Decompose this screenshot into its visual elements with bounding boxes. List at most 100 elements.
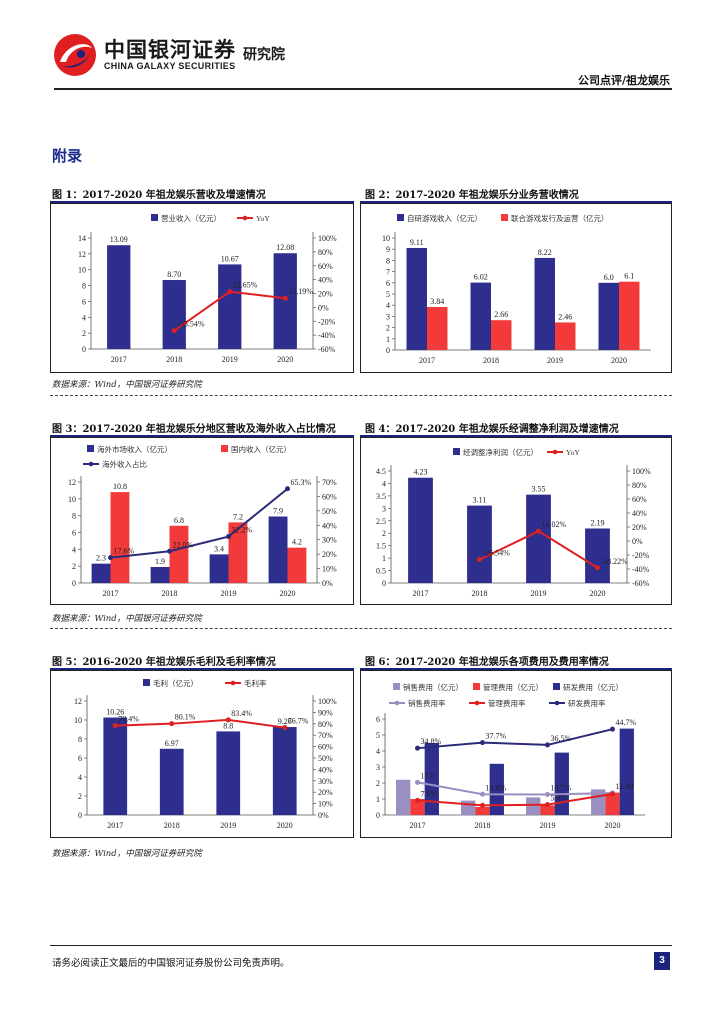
- right-tick-label: 40%: [632, 509, 647, 518]
- right-tick-label: 0%: [322, 579, 333, 588]
- right-tick-label: 10%: [318, 800, 333, 809]
- right-tick-label: 30%: [318, 777, 333, 786]
- legend-label: 研发费用（亿元）: [563, 682, 623, 692]
- x-category-label: 2017: [413, 589, 429, 598]
- legend-label: YoY: [256, 214, 270, 223]
- legend-marker: [394, 700, 400, 706]
- right-tick-label: 70%: [318, 731, 333, 740]
- right-tick-label: 40%: [318, 276, 333, 285]
- legend-swatch: [553, 683, 560, 690]
- left-tick-label: 4: [82, 313, 86, 322]
- left-tick-label: 1: [382, 554, 386, 563]
- x-category-label: 2018: [162, 589, 178, 598]
- right-tick-label: 20%: [318, 788, 333, 797]
- bar-value-label: 7.9: [273, 507, 283, 516]
- legend-label: 联合游戏发行及运营（亿元）: [511, 213, 609, 223]
- bar-value-label: 8.70: [167, 270, 181, 279]
- source-note-row3: 数据来源：Wind，中国银河证券研究院: [52, 849, 202, 859]
- left-tick-label: 0: [382, 579, 386, 588]
- left-tick-label: 2: [386, 324, 390, 333]
- bar-fig3-s0: [268, 516, 288, 583]
- bar-fig6-s0: [526, 797, 541, 815]
- legend-marker: [88, 461, 94, 467]
- legend-swatch: [87, 445, 94, 452]
- bar-value-label: 4.23: [414, 468, 428, 477]
- x-category-label: 2020: [611, 356, 627, 365]
- x-category-label: 2019: [222, 355, 238, 364]
- divider-row1: [50, 395, 672, 396]
- line-value-label: 78.4%: [118, 715, 139, 724]
- left-tick-label: 4: [386, 301, 390, 310]
- figure-2-chart-frame: 0 1 2 3 4 5 6 7 8 9 10 2017 2018 2019 2020 9.11 6.02 8.22…: [360, 203, 672, 373]
- right-tick-label: 10%: [322, 565, 337, 574]
- divider-row2: [50, 628, 672, 629]
- figure-5-title-rule: [50, 668, 354, 670]
- figure-1-title: 图 1：2017-2020 年祖龙娱乐营收及增速情况: [52, 190, 266, 201]
- legend-swatch: [393, 683, 400, 690]
- legend-swatch: [453, 448, 460, 455]
- line-point: [282, 295, 288, 301]
- right-tick-label: -60%: [632, 579, 650, 588]
- line-point: [169, 721, 175, 727]
- x-category-label: 2018: [472, 589, 488, 598]
- left-tick-label: 8: [78, 735, 82, 744]
- bar-fig6-s1: [540, 805, 555, 815]
- bar-fig5-s0: [216, 731, 241, 815]
- line-point: [477, 557, 482, 563]
- line-value-label: 80.1%: [175, 713, 196, 722]
- x-category-label: 2018: [483, 356, 499, 365]
- left-tick-label: 5: [386, 290, 390, 299]
- bar-value-label: 3.4: [214, 544, 224, 553]
- left-tick-label: 0: [376, 811, 380, 820]
- bar-fig3-s1: [169, 525, 189, 583]
- line-point: [480, 802, 485, 808]
- figure-3-title-rule: [50, 435, 354, 437]
- bar-fig6-s1: [410, 799, 425, 815]
- bar-fig2-s1: [491, 320, 512, 350]
- left-tick-label: 2: [376, 779, 380, 788]
- left-tick-label: 12: [74, 697, 82, 706]
- footer-rule: [50, 945, 672, 946]
- left-tick-label: 12: [78, 250, 86, 259]
- bar-value-label: 2.19: [591, 518, 605, 527]
- header-rule: [54, 88, 672, 90]
- bar-value-label: 6.0: [604, 273, 614, 282]
- x-category-label: 2020: [277, 821, 293, 830]
- bar-value-label: 8.22: [538, 248, 552, 257]
- left-tick-label: 6: [376, 715, 380, 724]
- right-tick-label: 0%: [632, 537, 643, 546]
- bar-fig2-s0: [598, 282, 619, 350]
- left-tick-label: 8: [72, 512, 76, 521]
- legend-marker: [242, 215, 248, 221]
- figure-2-title: 图 2：2017-2020 年祖龙娱乐分业务营收情况: [365, 190, 579, 201]
- legend-label: 毛利率: [244, 678, 267, 688]
- bar-value-label: 9.26: [278, 717, 292, 726]
- company-name-cn: 中国银河证券: [104, 38, 236, 62]
- left-tick-label: 4: [382, 479, 386, 488]
- x-category-label: 2020: [277, 355, 293, 364]
- line-fig6-s0: [417, 781, 613, 796]
- bar-fig4-s0: [467, 505, 492, 583]
- bar-value-label: 12.08: [276, 243, 294, 252]
- left-tick-label: 10: [382, 234, 390, 243]
- left-tick-label: 4: [376, 747, 380, 756]
- figure-3-chart-frame: 0 2 4 6 8 10 12 0% 10% 20% 30% 40% 50% 60% 70% 2017 2018…: [50, 437, 354, 605]
- line-point: [226, 534, 231, 540]
- legend-marker: [474, 700, 480, 706]
- line-value-label: 14.02%: [542, 520, 567, 529]
- legend-label: 毛利（亿元）: [153, 678, 198, 688]
- legend-swatch: [151, 214, 158, 221]
- bar-fig3-s1: [287, 547, 307, 583]
- line-point: [112, 723, 118, 729]
- legend-label: YoY: [566, 448, 580, 457]
- bar-fig5-s0: [103, 717, 128, 815]
- right-tick-label: -20%: [318, 317, 336, 326]
- x-category-label: 2017: [419, 356, 435, 365]
- right-tick-label: -40%: [318, 331, 336, 340]
- line-point: [108, 555, 113, 561]
- left-tick-label: 8: [82, 282, 86, 291]
- bar-fig4-s0: [585, 528, 610, 583]
- left-tick-label: 6: [82, 297, 86, 306]
- left-tick-label: 6: [386, 279, 390, 288]
- bar-fig3-s1: [110, 492, 130, 583]
